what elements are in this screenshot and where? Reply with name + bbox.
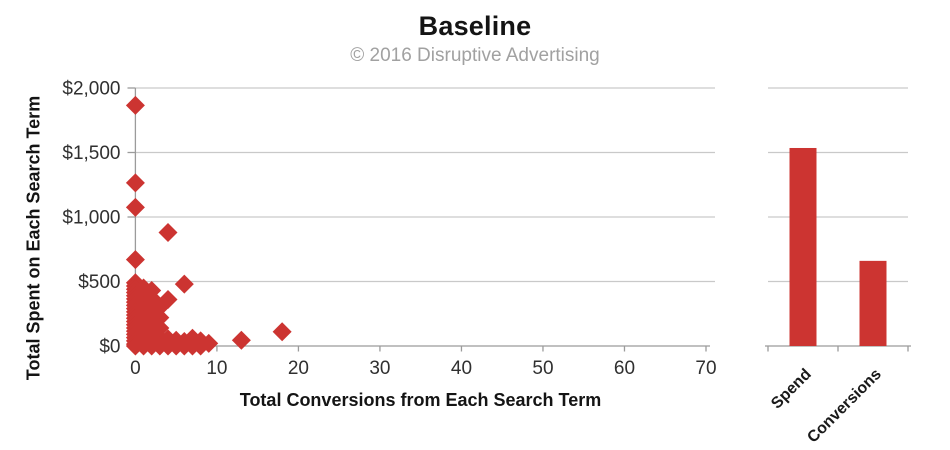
- scatter-point: [231, 330, 251, 350]
- y-tick-label: $2,000: [62, 79, 120, 100]
- scatter-point: [150, 308, 170, 328]
- chart-title: Baseline: [418, 11, 532, 41]
- scatter-point: [158, 222, 178, 242]
- bar-category-label: Spend: [768, 366, 815, 413]
- x-axis-title: Total Conversions from Each Search Term: [239, 390, 602, 410]
- y-axis-title: Total Spent on Each Search Term: [23, 95, 44, 381]
- scatter-point: [125, 173, 145, 193]
- x-tick-label: 10: [206, 358, 227, 379]
- y-tick-label: $1,000: [62, 208, 120, 229]
- x-tick-label: 0: [130, 358, 141, 379]
- scatter-point: [158, 290, 178, 310]
- chart-subtitle: © 2016 Disruptive Advertising: [350, 45, 600, 66]
- y-tick-label: $0: [99, 337, 120, 358]
- scatter-point: [199, 333, 219, 353]
- scatter-point: [272, 322, 292, 342]
- x-tick-label: 40: [451, 358, 472, 379]
- scatter-point: [174, 274, 194, 294]
- bar: [789, 147, 817, 346]
- y-tick-label: $500: [78, 272, 120, 293]
- scatter-point: [125, 197, 145, 217]
- bar: [859, 260, 887, 346]
- x-tick-label: 60: [614, 358, 635, 379]
- scatter-point: [125, 95, 145, 115]
- scatter-point: [150, 318, 170, 338]
- x-tick-label: 20: [288, 358, 309, 379]
- bar-category-label: Conversions: [804, 366, 885, 447]
- x-tick-label: 50: [532, 358, 553, 379]
- x-tick-label: 70: [695, 358, 716, 379]
- y-tick-label: $1,500: [62, 143, 120, 164]
- x-tick-label: 30: [369, 358, 390, 379]
- scatter-point: [125, 250, 145, 270]
